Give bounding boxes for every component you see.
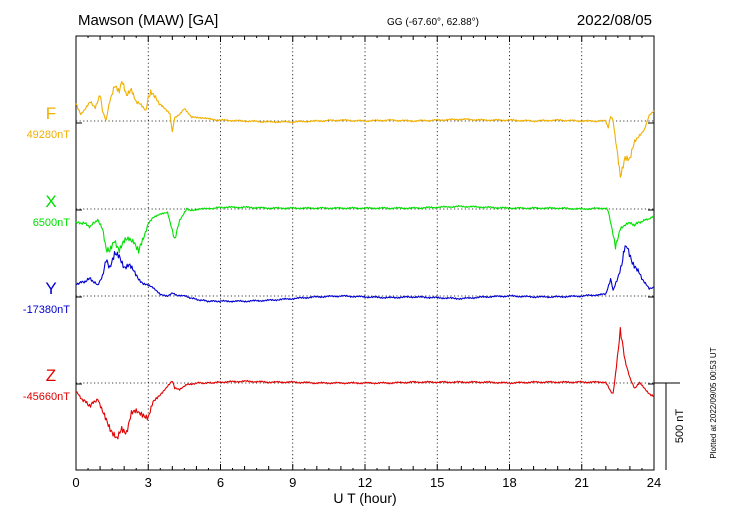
grid	[147, 36, 583, 470]
series-line-f	[75, 80, 655, 178]
x-tick-label: 24	[647, 475, 661, 490]
series-baseline-f: 49280nT	[27, 129, 71, 141]
series-baseline-y: -17380nT	[23, 304, 70, 316]
series-name-z: Z	[46, 366, 56, 385]
series-line-z	[75, 326, 655, 440]
series-name-y: Y	[45, 279, 56, 298]
x-tick-label: 12	[358, 475, 372, 490]
scale-bar-label: 500 nT	[674, 409, 686, 444]
series-name-x: X	[45, 192, 56, 211]
baselines	[76, 120, 654, 384]
series-line-x	[75, 204, 655, 254]
date-label: 2022/08/05	[577, 12, 652, 29]
series-lines	[75, 80, 655, 440]
x-axis-ticks: 0 3 6 9 12 15 18 21 24	[72, 36, 661, 490]
coordinates-label: GG (-67.60°, 62.88°)	[387, 17, 479, 28]
x-tick-label: 0	[72, 475, 79, 490]
plotted-timestamp: Plotted at 2022/09/05 00:53 UT	[709, 347, 718, 458]
x-tick-label: 21	[575, 475, 589, 490]
x-tick-label: 15	[430, 475, 444, 490]
x-tick-label: 6	[217, 475, 224, 490]
series-baseline-x: 6500nT	[33, 217, 71, 229]
station-title: Mawson (MAW) [GA]	[78, 12, 218, 29]
x-tick-label: 18	[502, 475, 516, 490]
series-line-y	[75, 245, 655, 303]
series-name-f: F	[46, 104, 56, 123]
series-baseline-z: -45660nT	[23, 391, 70, 403]
x-axis-label: U T (hour)	[333, 490, 396, 506]
x-tick-label: 9	[289, 475, 296, 490]
series-labels: F 49280nT X 6500nT Y -17380nT Z -45660nT	[23, 104, 70, 403]
x-tick-label: 3	[145, 475, 152, 490]
